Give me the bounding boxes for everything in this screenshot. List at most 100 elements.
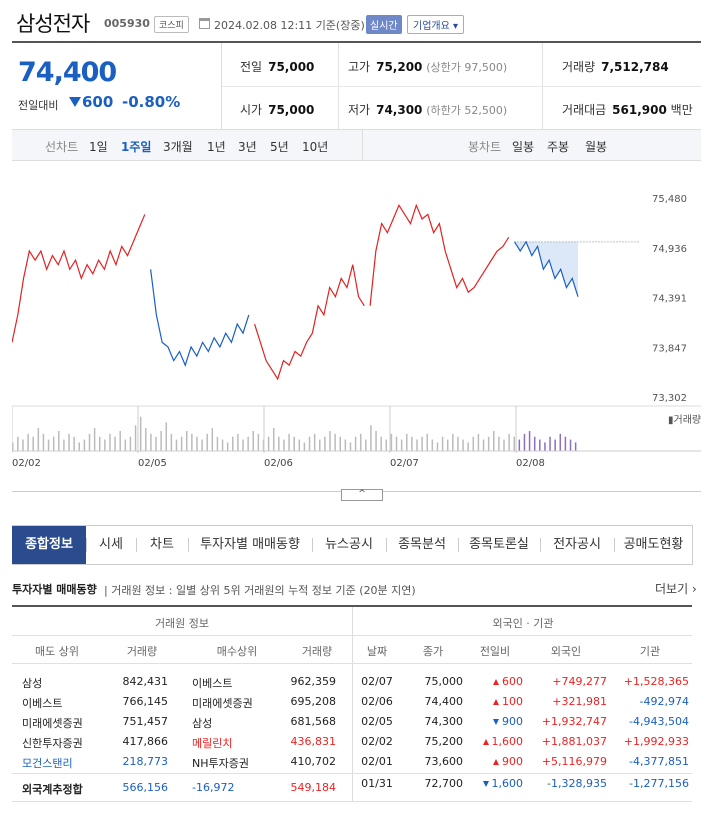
volume-bar <box>426 433 428 451</box>
period-10y[interactable]: 10년 <box>302 140 329 154</box>
y-tick-label: 74,391 <box>652 294 687 305</box>
volume-bar <box>452 433 454 451</box>
volume-bar <box>508 433 510 451</box>
volume-bar <box>375 431 377 451</box>
corp-overview-button[interactable]: 기업개요 ▾ <box>407 15 465 34</box>
price-chart[interactable]: 75,480 74,936 74,391 73,847 73,302 ▮거래량 02/02 0… <box>12 161 701 491</box>
high-price: 고가 75,200 (상한가 97,500) <box>348 60 508 74</box>
main-tab-5[interactable]: 종목분석 <box>398 537 446 552</box>
volume-bar <box>354 436 357 451</box>
row-divider <box>12 801 692 802</box>
volume-legend: ▮거래량 <box>668 414 701 426</box>
more-link[interactable]: 더보기 › <box>655 582 697 596</box>
volume-bar <box>283 439 285 451</box>
volume-bar <box>482 439 485 451</box>
y-tick-label: 75,480 <box>652 194 687 205</box>
main-tab-4[interactable]: 뉴스공시 <box>325 537 373 552</box>
tab-divider <box>136 538 137 552</box>
volume-bar <box>211 428 214 451</box>
volume-bar <box>104 439 106 451</box>
volume-bar <box>472 436 475 451</box>
stock-name: 삼성전자 <box>16 12 90 36</box>
volume-bar <box>52 436 55 451</box>
buy-broker: 삼성 <box>192 717 213 730</box>
candle-weekly[interactable]: 주봉 <box>547 140 570 154</box>
volume-bar <box>493 431 495 451</box>
divider <box>222 86 701 87</box>
volume: 거래량 7,512,784 <box>562 60 669 74</box>
main-tab-7[interactable]: 전자공시 <box>553 537 601 552</box>
daily-close: 75,000 <box>424 675 464 688</box>
realtime-badge[interactable]: 실시간 <box>366 15 402 34</box>
volume-bar <box>390 433 393 451</box>
volume-bar <box>185 431 188 451</box>
volume-bar <box>78 442 81 451</box>
volume-bar <box>196 436 198 451</box>
x-tick-label: 02/06 <box>264 458 293 469</box>
candle-daily[interactable]: 일봉 <box>512 140 535 154</box>
buy-volume: 436,831 <box>290 735 337 748</box>
volume-bar <box>175 439 178 451</box>
volume-bar <box>569 439 572 451</box>
daily-foreign: +1,881,037 <box>541 735 607 748</box>
price-line-segment <box>150 269 250 367</box>
col-header: 외국인 <box>550 645 582 658</box>
col-header: 종가 <box>422 645 444 658</box>
volume-bar <box>216 436 219 451</box>
daily-close: 74,400 <box>424 695 464 708</box>
volume-bar <box>124 439 127 451</box>
period-1y[interactable]: 1년 <box>207 140 226 154</box>
timestamp: 2024.02.08 12:11 기준(장중) <box>214 19 365 32</box>
sell-volume: 842,431 <box>122 675 169 688</box>
daily-date: 02/02 <box>361 735 393 748</box>
main-tab-8[interactable]: 공매도현황 <box>623 537 684 552</box>
volume-bar <box>395 436 398 451</box>
daily-inst: +1,992,933 <box>623 735 689 748</box>
candle-monthly[interactable]: 월봉 <box>585 140 608 154</box>
price-line-segment <box>513 240 579 297</box>
chart-collapse-button[interactable]: ^ <box>341 489 383 501</box>
volume-bar <box>93 428 96 451</box>
volume-bar <box>134 425 137 451</box>
volume-bar <box>467 442 469 451</box>
prev-close: 전일 75,000 <box>240 60 315 74</box>
volume-bar <box>298 439 301 451</box>
volume-bar <box>247 436 249 451</box>
volume-bar <box>12 442 14 451</box>
period-1w[interactable]: 1주일 <box>121 140 152 154</box>
volume-bar <box>533 436 536 451</box>
volume-bar <box>503 439 505 451</box>
volume-bar <box>446 439 449 451</box>
volume-bar <box>400 439 403 451</box>
stock-code: 005930 <box>104 17 150 30</box>
volume-bar <box>370 425 372 451</box>
up-arrow-icon <box>493 699 499 705</box>
volume-bar <box>145 428 147 451</box>
col-header: 매수상위 <box>216 645 258 658</box>
sell-broker: 이베스트 <box>22 697 63 710</box>
open-price: 시가 75,000 <box>240 103 315 117</box>
buy-broker: 이베스트 <box>192 677 233 690</box>
daily-date: 02/05 <box>361 715 393 728</box>
main-tab-0[interactable]: 종합정보 <box>12 526 86 564</box>
current-price: 74,400 <box>18 57 117 88</box>
period-3m[interactable]: 3개월 <box>163 140 193 154</box>
tab-divider <box>386 538 387 552</box>
volume-bar <box>528 431 531 451</box>
volume-bar <box>380 436 382 451</box>
main-tab-6[interactable]: 종목토론실 <box>469 537 529 552</box>
period-5y[interactable]: 5년 <box>270 140 289 154</box>
chevron-down-icon: ▾ <box>453 21 459 32</box>
volume-bar <box>58 431 60 451</box>
period-3y[interactable]: 3년 <box>238 140 257 154</box>
price-line-segment <box>253 264 365 381</box>
main-tab-1[interactable]: 시세 <box>99 537 123 552</box>
main-tab-2[interactable]: 차트 <box>150 537 174 552</box>
main-tab-3[interactable]: 투자자별 매매동향 <box>200 537 300 552</box>
tab-divider <box>312 538 313 552</box>
period-1d[interactable]: 1일 <box>89 140 108 154</box>
x-tick-label: 02/05 <box>138 458 167 469</box>
up-arrow-icon <box>482 739 489 745</box>
down-arrow-icon <box>493 719 499 725</box>
daily-change: 900 <box>465 755 523 768</box>
